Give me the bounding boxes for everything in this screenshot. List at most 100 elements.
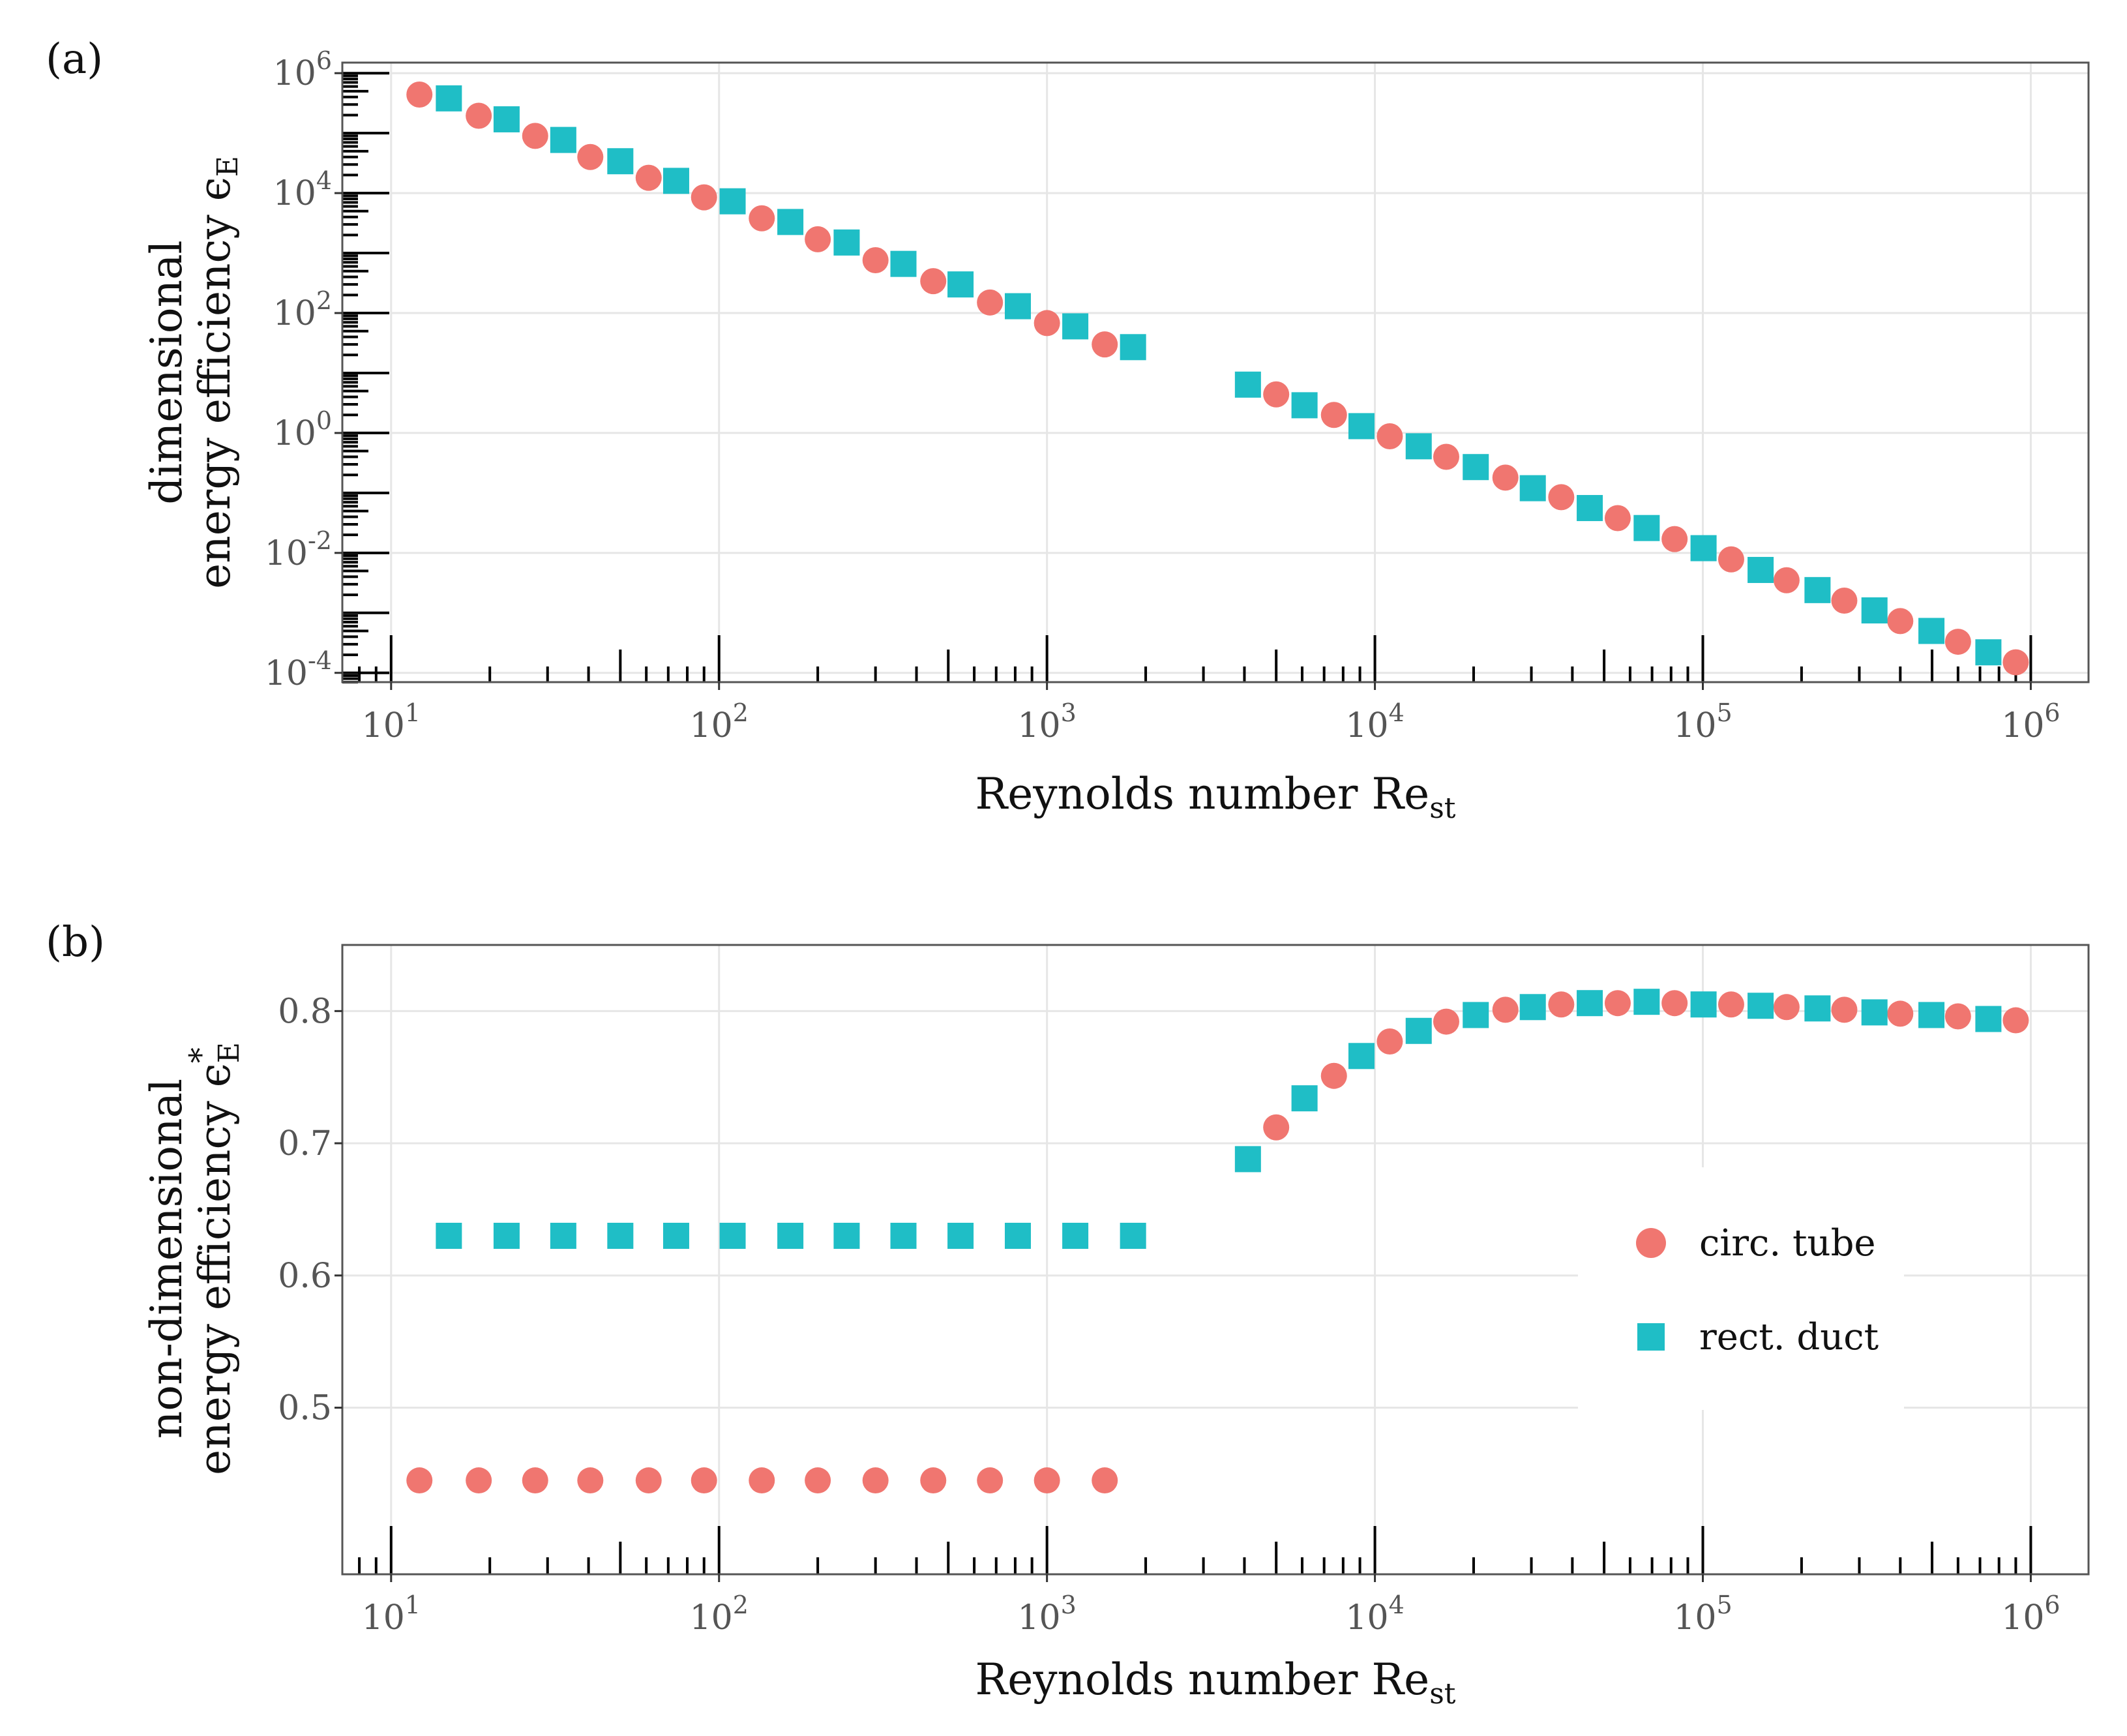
x-tick-exp: 5	[1717, 1591, 1733, 1619]
circ-tube-point	[577, 1467, 604, 1494]
y-tick-label: 0.7	[278, 1124, 332, 1163]
data-points-a	[406, 81, 2029, 676]
legend-label-rect-duct: rect. duct	[1699, 1316, 1879, 1358]
y-tick-label: 0.5	[278, 1389, 332, 1428]
y-tick-label: 10-2	[265, 526, 332, 573]
rect-duct-point	[662, 1223, 689, 1250]
y-tick-base: 10	[273, 414, 316, 453]
rect-duct-point	[833, 1223, 860, 1250]
x-tick-base: 10	[690, 1598, 733, 1638]
x-tick-label: 103	[1017, 1591, 1076, 1638]
rect-duct-point	[1804, 995, 1831, 1022]
x-tick-exp: 3	[1061, 1591, 1077, 1619]
x-tick-label: 102	[690, 698, 749, 745]
y-tick-exp: 4	[316, 166, 332, 195]
circ-tube-point	[1433, 1008, 1459, 1035]
x-tick-base: 10	[2001, 1598, 2044, 1638]
x-tick-base: 10	[362, 1598, 405, 1638]
circ-tube-point	[1376, 1028, 1403, 1055]
circ-tube-point	[1034, 1467, 1060, 1494]
circ-tube-point	[1492, 996, 1519, 1023]
rect-duct-point	[550, 127, 576, 153]
x-title-sub-a: st	[1429, 792, 1456, 825]
x-tick-exp: 5	[1717, 698, 1733, 727]
circ-tube-point	[977, 289, 1004, 316]
circ-tube-point	[805, 1467, 831, 1494]
rect-duct-point	[1405, 1017, 1432, 1044]
y-tick-label: 0.8	[278, 992, 332, 1031]
circ-tube-point	[691, 1467, 717, 1494]
y-tick-label: 100	[273, 406, 332, 453]
circ-tube-point	[805, 226, 831, 252]
x-tick-base: 10	[1673, 1598, 1716, 1638]
rect-duct-point	[1291, 1085, 1318, 1112]
rect-duct-point	[1234, 371, 1261, 398]
rect-duct-point	[1633, 989, 1660, 1015]
circ-tube-point	[2002, 1007, 2029, 1034]
circ-tube-point	[522, 1467, 548, 1494]
circ-tube-point	[1831, 588, 1858, 614]
x-tick-base: 10	[1017, 1598, 1060, 1638]
rect-duct-point	[1004, 293, 1031, 320]
rect-duct-point	[436, 85, 462, 112]
circ-tube-point	[1604, 990, 1631, 1017]
rect-duct-point	[1975, 639, 2002, 666]
rect-duct-point	[493, 106, 520, 132]
circ-tube-point	[1661, 990, 1688, 1017]
circ-tube-point	[1263, 381, 1290, 408]
rect-duct-point	[1004, 1223, 1031, 1250]
x-tick-label: 105	[1673, 698, 1732, 745]
rect-duct-point	[1062, 313, 1089, 340]
circ-tube-point	[522, 123, 548, 149]
x-tick-label: 104	[1345, 1591, 1404, 1638]
circ-tube-point	[1092, 331, 1118, 358]
rect-duct-point	[1577, 990, 1603, 1017]
circ-tube-point	[1887, 1000, 1914, 1027]
rect-duct-point	[777, 209, 804, 235]
y-tick-exp: -4	[308, 646, 332, 675]
rect-duct-point	[890, 1223, 917, 1250]
circ-tube-point	[1320, 1062, 1347, 1089]
rect-duct-point	[947, 271, 974, 298]
circ-tube-point	[862, 247, 889, 274]
x-title-main-a: Reynolds number Re	[975, 769, 1430, 819]
rect-duct-point	[1234, 1146, 1261, 1173]
rect-duct-point	[890, 250, 917, 277]
x-tick-exp: 1	[405, 1591, 421, 1619]
x-tick-exp: 2	[733, 1591, 749, 1619]
rect-duct-point	[1690, 991, 1717, 1018]
x-tick-label: 103	[1017, 698, 1076, 745]
gridlines-a	[342, 63, 2089, 682]
rect-duct-point	[1748, 556, 1774, 583]
circ-tube-point	[1944, 629, 1971, 655]
y-title-line2-b: energy efficiency ϵ*E	[183, 1042, 246, 1475]
circ-tube-point	[1831, 996, 1858, 1023]
circ-tube-point	[1604, 505, 1631, 531]
x-tick-label: 106	[2001, 698, 2060, 745]
x-title-sub-b: st	[1429, 1677, 1456, 1711]
circ-tube-point	[577, 143, 604, 170]
y-title-line1-a: dimensional	[141, 240, 192, 504]
x-tick-base: 10	[1345, 1598, 1388, 1638]
circ-tube-point	[1548, 991, 1575, 1018]
rect-duct-point	[493, 1223, 520, 1250]
x-tick-base: 10	[2001, 706, 2044, 745]
circ-tube-point	[406, 81, 433, 108]
rect-duct-point	[607, 1223, 634, 1250]
x-axis-title-b: Reynolds number Rest	[975, 1654, 1456, 1711]
x-tick-label: 101	[362, 1591, 421, 1638]
legend-key-rect-duct	[1637, 1323, 1665, 1351]
x-tick-label: 105	[1673, 1591, 1732, 1638]
circ-tube-point	[920, 268, 947, 295]
rect-duct-point	[1861, 999, 1888, 1026]
circ-tube-point	[749, 205, 775, 232]
x-tick-exp: 6	[2044, 698, 2060, 727]
circ-tube-point	[1944, 1003, 1971, 1030]
plot-frame-a	[341, 61, 2090, 683]
y-tick-base: 10	[273, 54, 316, 93]
rect-duct-point	[1975, 1006, 2002, 1032]
legend-key-circ-tube	[1636, 1228, 1666, 1258]
